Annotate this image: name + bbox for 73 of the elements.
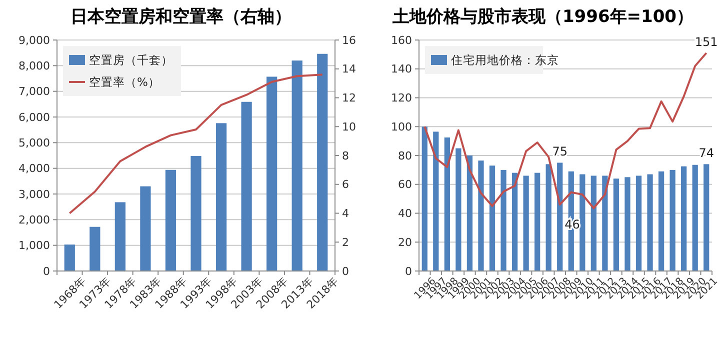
y-tick-label: 4,000	[18, 162, 50, 176]
y-tick-label: 2,000	[18, 214, 50, 227]
bar	[114, 202, 126, 271]
bar	[681, 166, 687, 271]
bar	[580, 174, 586, 271]
bar	[433, 132, 439, 271]
bar	[602, 176, 608, 271]
y2-tick-label: 16	[342, 34, 356, 47]
bar	[590, 176, 596, 271]
y-tick-label: 20	[398, 236, 412, 249]
bar	[64, 244, 75, 271]
bar	[613, 178, 620, 271]
bar	[512, 172, 518, 271]
bar	[624, 177, 630, 271]
y2-tick-label: 4	[342, 207, 349, 220]
bar	[266, 76, 278, 271]
bar	[140, 186, 151, 271]
y2-tick-label: 8	[342, 149, 349, 162]
legend-label: 住宅用地价格：东京	[450, 53, 559, 68]
y-tick-label: 120	[391, 92, 412, 105]
annotation: 75	[552, 144, 568, 159]
bar	[704, 164, 710, 271]
y-tick-label: 5,000	[18, 136, 50, 150]
y-tick-label: 8,000	[18, 60, 50, 73]
bar	[466, 156, 473, 271]
y-tick-label: 80	[398, 149, 412, 162]
bar	[534, 172, 540, 271]
bar	[647, 174, 653, 271]
bar	[478, 160, 484, 271]
y2-tick-label: 6	[342, 178, 349, 192]
y-tick-label: 60	[398, 178, 412, 192]
bar	[523, 176, 529, 271]
bar	[456, 148, 462, 271]
y-tick-label: 6,000	[18, 110, 50, 124]
y-tick-label: 40	[398, 207, 412, 220]
annotation: 74	[698, 146, 714, 160]
bar	[90, 226, 100, 271]
y-tick-label: 140	[391, 62, 412, 76]
y-tick-label: 1,000	[18, 239, 50, 252]
bar	[444, 137, 450, 271]
chart-title: 土地价格与股市表现（1996年=100）	[391, 7, 694, 27]
y-tick-label: 160	[391, 34, 412, 47]
bar	[292, 60, 302, 271]
annotation: 151	[694, 34, 718, 49]
bar	[557, 162, 563, 271]
y-tick-label: 9,000	[18, 34, 50, 47]
legend-label: 空置率（%）	[89, 75, 160, 90]
y-tick-label: 0	[405, 264, 412, 278]
y2-tick-label: 2	[342, 236, 349, 249]
bar	[658, 171, 664, 271]
bar	[317, 54, 328, 271]
y2-tick-label: 0	[342, 264, 349, 278]
bar	[165, 170, 176, 271]
bar	[422, 126, 428, 271]
legend-label: 空置房（千套）	[89, 53, 173, 68]
line-series	[68, 74, 324, 214]
bar	[692, 164, 698, 271]
bar	[190, 156, 202, 271]
bar	[670, 170, 676, 271]
chart-title: 日本空置房和空置率（右轴）	[70, 7, 292, 27]
bar	[216, 123, 227, 271]
y-tick-label: 0	[43, 264, 50, 278]
y-tick-label: 3,000	[18, 188, 50, 201]
bar	[489, 166, 496, 271]
y2-tick-label: 10	[342, 120, 356, 134]
bar	[546, 164, 552, 271]
y-tick-label: 7,000	[18, 85, 50, 98]
bar	[636, 176, 642, 271]
bar	[241, 102, 252, 271]
y2-tick-label: 14	[342, 62, 356, 76]
y-tick-label: 100	[391, 120, 412, 134]
bar	[500, 170, 506, 271]
y2-tick-label: 12	[342, 92, 356, 105]
